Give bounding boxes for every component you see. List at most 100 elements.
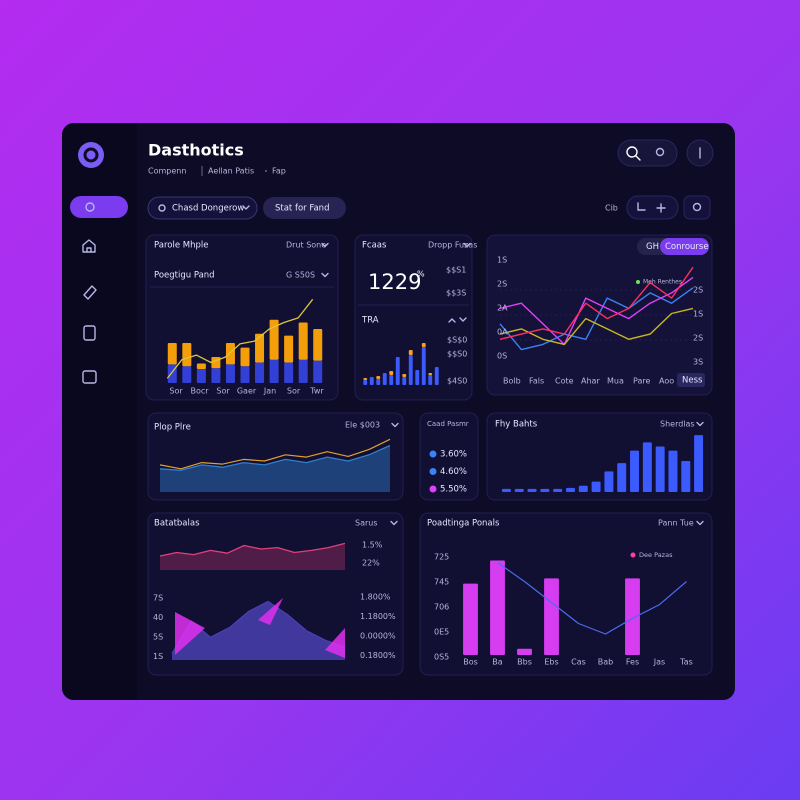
y-tick-label: 0S bbox=[497, 352, 507, 361]
side-label: 0.0000% bbox=[360, 632, 396, 641]
card bbox=[354, 234, 473, 401]
nav-link[interactable] bbox=[83, 285, 97, 300]
bar bbox=[428, 375, 433, 385]
breadcrumb[interactable]: Compenn bbox=[148, 167, 186, 176]
card-menu[interactable]: Dropp Fuzas bbox=[428, 241, 477, 250]
breadcrumb[interactable]: Fap bbox=[272, 167, 286, 176]
bar bbox=[240, 366, 250, 383]
bar bbox=[376, 379, 381, 385]
legend-swatch bbox=[429, 450, 437, 458]
separator bbox=[265, 170, 267, 172]
kpi-value: 1229 bbox=[368, 270, 421, 294]
legend-label: Meh Renthes bbox=[643, 279, 682, 286]
bar bbox=[255, 333, 265, 363]
card-menu[interactable]: G S50S bbox=[286, 271, 315, 280]
legend-swatch bbox=[429, 485, 437, 493]
x-tick-label: Fes bbox=[626, 658, 639, 667]
nav-reports[interactable] bbox=[82, 370, 97, 384]
nav-active[interactable] bbox=[70, 196, 128, 218]
line bbox=[166, 298, 314, 379]
y-tick-label: 725 bbox=[434, 553, 449, 562]
filter-dropdown[interactable] bbox=[147, 196, 258, 220]
bar bbox=[591, 481, 601, 492]
x-tick-label: Fals bbox=[529, 377, 544, 386]
bar bbox=[196, 363, 206, 370]
chevrons[interactable] bbox=[448, 317, 467, 323]
bar bbox=[376, 376, 381, 379]
bar bbox=[225, 343, 235, 365]
x-tick-label: Bolb bbox=[503, 377, 521, 386]
x-tick-label: Gaer bbox=[237, 387, 257, 396]
tag[interactable] bbox=[677, 373, 705, 387]
x-tick-label: Mua bbox=[607, 377, 624, 386]
x-tick-label: Tas bbox=[679, 658, 693, 667]
bar bbox=[421, 347, 426, 385]
bar bbox=[313, 329, 323, 361]
bar bbox=[284, 362, 294, 383]
bar bbox=[363, 380, 368, 385]
chevron bbox=[242, 205, 250, 210]
bar bbox=[625, 578, 640, 655]
bar bbox=[527, 488, 537, 492]
bar bbox=[395, 357, 400, 385]
card-menu[interactable]: Sherdlas bbox=[660, 420, 695, 429]
bar bbox=[284, 335, 294, 363]
card-menu[interactable]: Sarus bbox=[355, 519, 378, 528]
icon bbox=[656, 203, 666, 213]
bar bbox=[544, 578, 559, 655]
kpi-side-label: $$3S bbox=[446, 289, 466, 298]
toggle-option: GH bbox=[646, 242, 659, 252]
card-menu[interactable]: Ele $003 bbox=[345, 421, 380, 430]
bar bbox=[565, 487, 575, 492]
side-label: 1.1800% bbox=[360, 612, 396, 621]
line bbox=[159, 438, 391, 470]
x-tick-label: Bos bbox=[463, 658, 478, 667]
settings-button[interactable] bbox=[683, 195, 711, 220]
bar bbox=[313, 360, 323, 383]
side-label: 1.800% bbox=[360, 593, 391, 602]
side-label: 22% bbox=[362, 559, 380, 568]
action-label: Stat for Fand bbox=[275, 204, 329, 214]
highlight bbox=[325, 628, 345, 658]
legend-swatch bbox=[429, 468, 437, 475]
y-tick-label: 0E5 bbox=[434, 628, 449, 637]
y-tick-label: 2S bbox=[693, 334, 703, 343]
toolbar-controls[interactable] bbox=[626, 195, 679, 220]
legend-label: 4.60% bbox=[440, 467, 467, 477]
legend-label: 5.50% bbox=[440, 485, 467, 495]
y-tick-label: 7S bbox=[153, 594, 163, 603]
x-tick-label: Ba bbox=[492, 658, 502, 667]
legend-label: Dee Pazas bbox=[639, 551, 673, 559]
chevron bbox=[321, 242, 329, 248]
card-subtitle: Poegtigu Pand bbox=[154, 271, 215, 281]
filter-label: Chasd Dongerow bbox=[172, 204, 244, 214]
bar bbox=[514, 488, 524, 492]
y-tick-label: 2S bbox=[693, 286, 703, 295]
x-tick-label: Jas bbox=[653, 658, 665, 667]
y-tick-label: 0S5 bbox=[434, 653, 449, 662]
card-menu[interactable]: Pann Tue bbox=[658, 519, 694, 528]
card-menu[interactable]: Drut Sone bbox=[286, 241, 326, 250]
y-tick-label: 1S bbox=[497, 256, 507, 265]
bar bbox=[182, 343, 192, 367]
bar bbox=[402, 377, 407, 385]
legend-swatch bbox=[636, 280, 640, 284]
bar bbox=[428, 373, 433, 375]
x-tick-label: Sor bbox=[287, 387, 301, 396]
nav-home[interactable] bbox=[82, 239, 96, 253]
bar bbox=[240, 347, 250, 367]
bar bbox=[402, 374, 407, 377]
x-tick-label: Ebs bbox=[544, 658, 558, 667]
bar bbox=[434, 367, 439, 385]
y-tick-label: 1S bbox=[693, 310, 703, 319]
bar bbox=[617, 463, 627, 492]
bar bbox=[501, 488, 511, 492]
bar bbox=[604, 471, 614, 492]
bar bbox=[363, 378, 368, 380]
nav-docs[interactable] bbox=[83, 325, 96, 341]
x-tick-label: Bocr bbox=[190, 387, 209, 396]
toggle-active[interactable] bbox=[660, 238, 709, 255]
action-button[interactable] bbox=[263, 197, 346, 219]
y-tick-label: 745 bbox=[434, 578, 449, 587]
breadcrumb[interactable]: Aellan Patis bbox=[208, 167, 254, 176]
